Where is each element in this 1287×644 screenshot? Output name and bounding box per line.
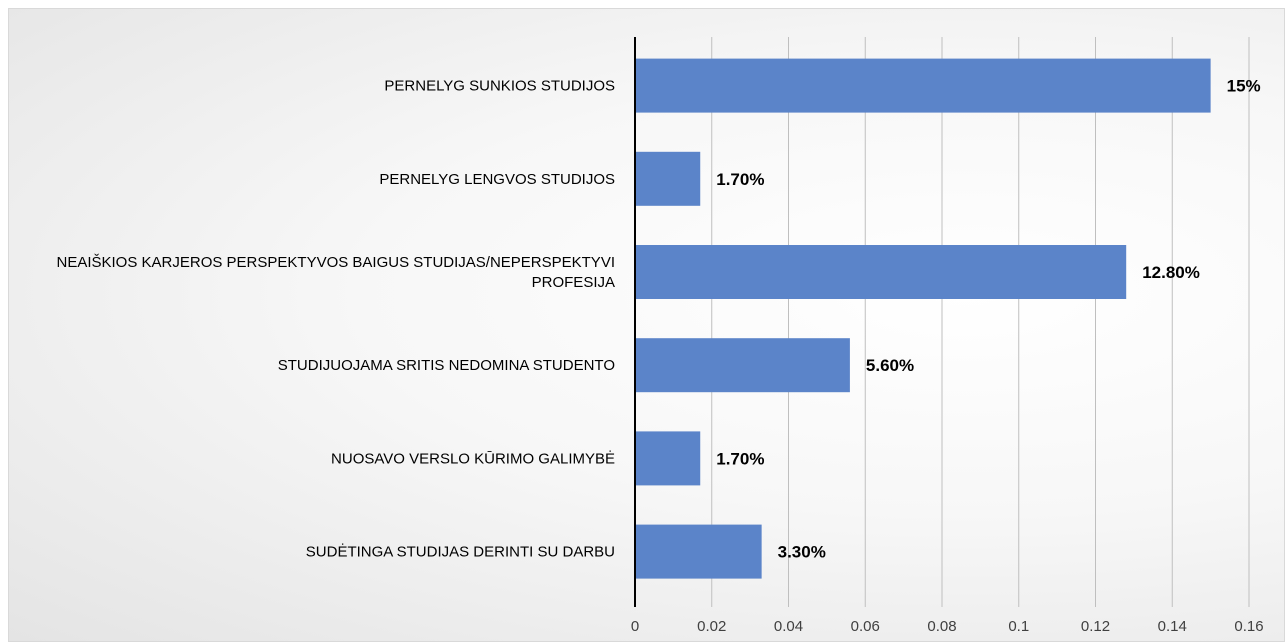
data-label: 12.80% <box>1142 263 1200 282</box>
x-tick-label: 0.02 <box>697 618 726 635</box>
data-label: 15% <box>1227 77 1261 96</box>
bar <box>635 338 850 393</box>
bar-chart: 0 0.02 0.04 0.06 0.08 0.1 0.12 0.14 0.16 PERNELYG… <box>57 37 1264 635</box>
data-label: 3.30% <box>778 543 826 562</box>
data-label: 1.70% <box>716 449 764 468</box>
x-tick-label: 0.14 <box>1158 618 1187 635</box>
bar <box>635 245 1127 299</box>
bar <box>635 524 762 579</box>
category-label: NEAIŠKIOS KARJEROS PERSPEKTYVOS BAIGUS S… <box>57 254 616 271</box>
x-tick-label: 0 <box>631 618 639 635</box>
category-label: PERNELYG SUNKIOS STUDIJOS <box>384 78 615 95</box>
x-tick-label: 0.12 <box>1081 618 1110 635</box>
x-tick-label: 0.1 <box>1008 618 1029 635</box>
category-label: SUDĖTINGA STUDIJAS DERINTI SU DARBU <box>306 543 615 561</box>
x-tick-label: 0.04 <box>774 618 803 635</box>
bar <box>635 151 701 206</box>
x-tick-label: 0.08 <box>927 618 956 635</box>
category-label: STUDIJUOJAMA SRITIS NEDOMINA STUDENTO <box>278 357 615 374</box>
category-label: PERNELYG LENGVOS STUDIJOS <box>379 171 615 188</box>
data-label: 1.70% <box>716 170 764 189</box>
x-tick-label: 0.16 <box>1234 618 1263 635</box>
category-label: NUOSAVO VERSLO KŪRIMO GALIMYBĖ <box>331 449 615 467</box>
category-label: PROFESIJA <box>532 274 615 291</box>
bar <box>635 58 1211 113</box>
data-label: 5.60% <box>866 356 914 375</box>
x-tick-label: 0.06 <box>851 618 880 635</box>
bar <box>635 431 701 486</box>
chart-area: 0 0.02 0.04 0.06 0.08 0.1 0.12 0.14 0.16 PERNELYG… <box>8 8 1285 642</box>
